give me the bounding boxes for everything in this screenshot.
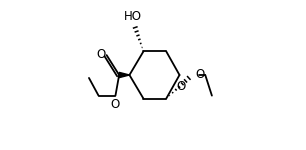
Text: O: O xyxy=(196,68,205,81)
Text: O: O xyxy=(176,80,186,93)
Text: O: O xyxy=(96,48,106,61)
Text: O: O xyxy=(110,98,119,111)
Polygon shape xyxy=(119,72,129,78)
Text: HO: HO xyxy=(123,10,141,23)
